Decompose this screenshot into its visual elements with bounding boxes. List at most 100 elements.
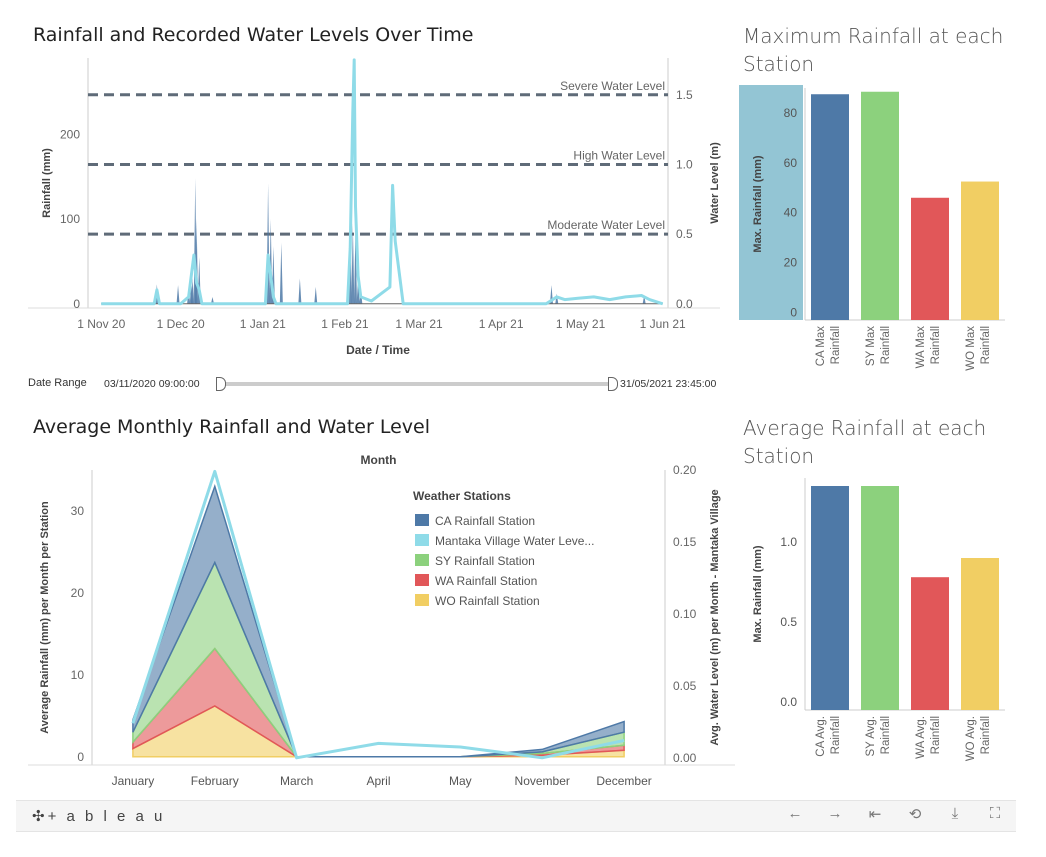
month-label: January xyxy=(112,774,155,788)
rainfall-spike xyxy=(298,278,302,304)
area-y-tick: 30 xyxy=(71,504,85,518)
bar-category-label: Rainfall xyxy=(880,326,892,364)
fullscreen-icon[interactable]: ⛶ xyxy=(989,805,1001,822)
area-y2-tick: 0.10 xyxy=(673,607,697,621)
bar xyxy=(861,486,899,710)
date-range-end[interactable]: 31/05/2021 23:45:00 xyxy=(620,378,717,390)
tableau-toolbar: ✣+ a b l e a u ← → ⇤ ⟲ ⤓ ⛶ xyxy=(16,800,1016,832)
month-label: February xyxy=(191,774,239,788)
area-y2-axis-title: Avg. Water Level (m) per Month - Mantaka… xyxy=(709,489,721,745)
rainfall-spike xyxy=(356,278,360,304)
month-label: December xyxy=(596,774,651,788)
revert-icon[interactable]: ⇤ xyxy=(868,806,882,823)
y-tick-label: 0 xyxy=(73,297,80,311)
rainfall-spike xyxy=(642,295,646,304)
legend-swatch xyxy=(415,514,429,526)
bar-y-tick: 40 xyxy=(784,206,798,220)
share-icon[interactable]: ⟲ xyxy=(908,806,922,823)
date-range-filter[interactable]: Date Range 03/11/2020 09:00:00 31/05/202… xyxy=(28,377,738,391)
x-tick-label: 1 May 21 xyxy=(556,317,606,331)
bar-category-label: WO Avg. xyxy=(965,716,977,761)
bar-category-label: SY Avg. xyxy=(865,716,877,757)
bar-category-label: Rainfall xyxy=(930,326,942,364)
undo-icon[interactable]: ← xyxy=(787,805,803,822)
bar-y-tick: 20 xyxy=(784,256,798,270)
bar-category-label: Rainfall xyxy=(880,716,892,754)
legend-item-label: SY Rainfall Station xyxy=(435,554,535,568)
x-tick-label: 1 Mar 21 xyxy=(395,317,443,331)
bar-y-tick: 60 xyxy=(784,156,798,170)
bar-y-tick: 1.0 xyxy=(780,535,797,549)
y2-tick-label: 1.5 xyxy=(676,88,693,102)
x-tick-label: 1 Feb 21 xyxy=(321,317,369,331)
area-y2-tick: 0.05 xyxy=(673,679,697,693)
month-label: April xyxy=(366,774,390,788)
legend-swatch xyxy=(415,534,429,546)
date-range-start-handle[interactable] xyxy=(216,377,226,391)
area-y2-tick: 0.15 xyxy=(673,535,697,549)
rainfall-spike xyxy=(353,229,357,304)
x-tick-label: 1 Apr 21 xyxy=(479,317,524,331)
area-y2-tick: 0.20 xyxy=(673,463,697,477)
bar-y-axis-title: Max. Rainfall (mm) xyxy=(752,545,764,643)
bar-category-label: SY Max xyxy=(865,326,877,366)
bar-y-axis-title: Max. Rainfall (mm) xyxy=(752,155,764,253)
bar-category-label: Rainfall xyxy=(980,326,992,364)
y2-tick-label: 0.5 xyxy=(676,227,693,241)
legend-title: Weather Stations xyxy=(413,489,511,503)
rainfall-spike xyxy=(351,223,355,304)
date-range-slider-track[interactable] xyxy=(218,382,612,386)
bar-y-tick: 0.5 xyxy=(780,615,797,629)
date-range-end-handle[interactable] xyxy=(608,377,618,391)
area-y-tick: 10 xyxy=(71,668,85,682)
rainfall-water-level-chart[interactable]: 0 100 200 0.0 0.5 1.0 1.5 1 Nov 20 1 Dec 20 1 Jan… xyxy=(0,50,721,370)
rainfall-spike xyxy=(191,278,195,304)
bar-y-tick: 80 xyxy=(784,106,798,120)
bar xyxy=(811,94,849,320)
redo-icon[interactable]: → xyxy=(827,805,843,822)
monthly-title: Average Monthly Rainfall and Water Level xyxy=(33,416,430,438)
bar xyxy=(811,486,849,710)
y-tick-label: 100 xyxy=(60,212,80,226)
tableau-logo[interactable]: ✣+ a b l e a u xyxy=(32,808,166,825)
water-level-line xyxy=(101,58,664,306)
bar-category-label: Rainfall xyxy=(830,716,842,754)
x-tick-label: 1 Jun 21 xyxy=(640,317,686,331)
rainfall-spike xyxy=(314,286,318,304)
x-tick-label: 1 Jan 21 xyxy=(240,317,286,331)
bar-category-label: WA Avg. xyxy=(915,716,927,759)
area-y2-tick: 0.00 xyxy=(673,751,697,765)
bar-category-label: Rainfall xyxy=(980,716,992,754)
bar-category-label: Rainfall xyxy=(930,716,942,754)
bar-category-label: CA Avg. xyxy=(815,716,827,757)
threshold-label: Moderate Water Level xyxy=(547,218,665,232)
legend-item-label: CA Rainfall Station xyxy=(435,514,535,528)
date-range-start[interactable]: 03/11/2020 09:00:00 xyxy=(104,378,200,390)
threshold-label: High Water Level xyxy=(573,148,665,162)
bar-y-tick: 0.0 xyxy=(780,695,797,709)
x-tick-label: 1 Dec 20 xyxy=(157,317,205,331)
y2-tick-label: 1.0 xyxy=(676,157,693,171)
bar xyxy=(911,577,949,710)
y-tick-label: 200 xyxy=(60,127,80,141)
y-axis-title: Rainfall (mm) xyxy=(41,148,53,218)
month-label: May xyxy=(449,774,472,788)
download-icon[interactable]: ⤓ xyxy=(951,805,959,822)
month-label: November xyxy=(515,774,570,788)
rainfall-spike xyxy=(279,242,283,304)
rainfall-time-title: Rainfall and Recorded Water Levels Over … xyxy=(33,24,474,46)
month-label: March xyxy=(280,774,313,788)
x-axis-title: Date / Time xyxy=(346,343,410,357)
y2-tick-label: 0.0 xyxy=(676,297,693,311)
legend-swatch xyxy=(415,554,429,566)
monthly-area-chart[interactable]: Month 0 10 20 30 0.00 0.05 0.10 0.15 0.20 January F… xyxy=(0,445,735,795)
bar xyxy=(961,181,999,320)
bar-category-label: WO Max xyxy=(965,326,977,371)
bar-category-label: WA Max xyxy=(915,326,927,369)
area-x-axis-title: Month xyxy=(361,453,397,467)
max-rainfall-title: Maximum Rainfall at each Station xyxy=(743,24,1004,76)
y2-axis-title: Water Level (m) xyxy=(709,142,721,224)
bar-category-label: CA Max xyxy=(815,326,827,367)
